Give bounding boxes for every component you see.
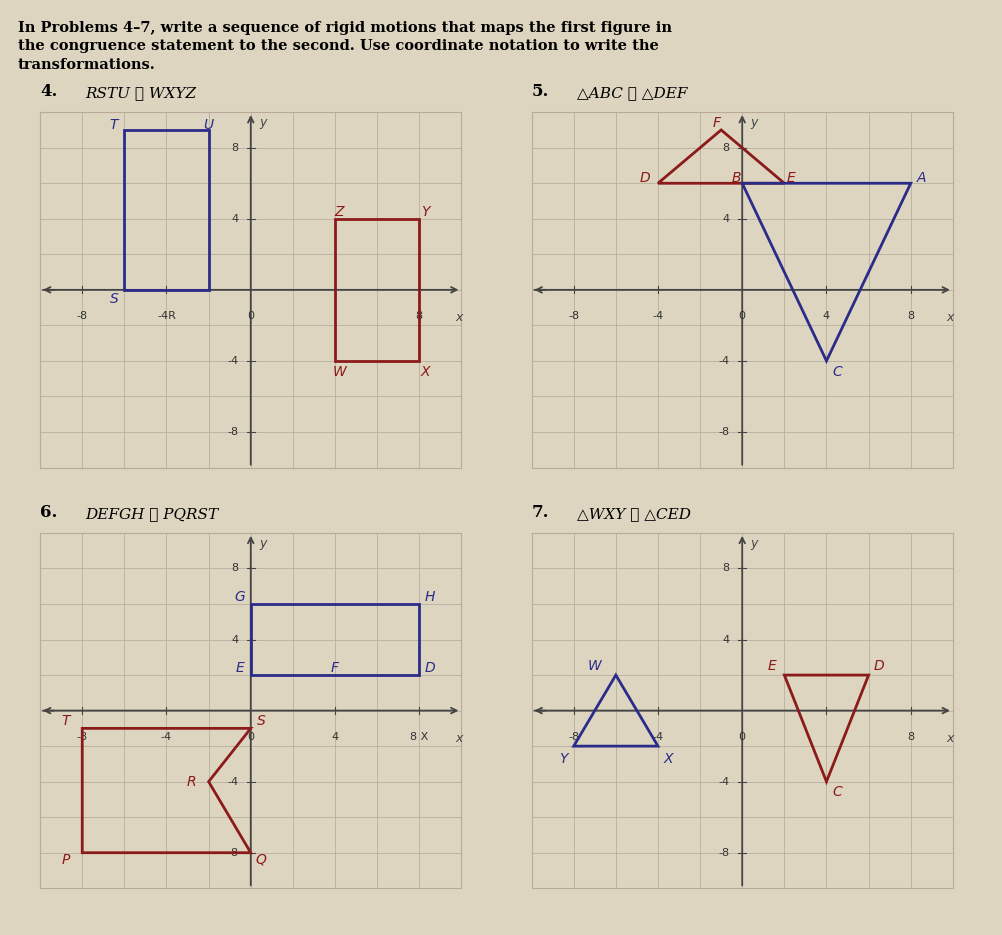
Text: 0: 0	[247, 311, 254, 321]
Text: 6.: 6.	[40, 504, 57, 521]
Text: F: F	[712, 116, 720, 130]
Text: 4: 4	[331, 732, 339, 741]
Text: X: X	[421, 365, 430, 379]
Text: R: R	[186, 775, 196, 788]
Text: x: x	[455, 732, 462, 745]
Text: 8: 8	[906, 311, 914, 321]
Text: -4: -4	[226, 777, 237, 786]
Text: -4: -4	[651, 732, 663, 741]
Text: 8: 8	[230, 143, 237, 152]
Text: 4: 4	[822, 311, 830, 321]
Text: the congruence statement to the second. Use coordinate notation to write the: the congruence statement to the second. …	[18, 39, 658, 53]
Text: y: y	[749, 537, 758, 550]
Text: G: G	[234, 590, 245, 604]
Text: D: D	[639, 171, 650, 185]
Text: RSTU ≅ WXYZ: RSTU ≅ WXYZ	[85, 86, 196, 100]
Text: E: E	[235, 661, 244, 675]
Text: D: D	[873, 659, 884, 673]
Text: U: U	[203, 118, 213, 132]
Text: Y: Y	[421, 205, 430, 219]
Text: -8: -8	[567, 732, 579, 741]
Text: -4: -4	[717, 356, 728, 366]
Text: -8: -8	[76, 311, 88, 321]
Text: -4: -4	[717, 777, 728, 786]
Text: W: W	[587, 659, 601, 673]
Text: W: W	[332, 365, 346, 379]
Text: DEFGH ≅ PQRST: DEFGH ≅ PQRST	[85, 507, 218, 521]
Text: transformations.: transformations.	[18, 58, 155, 72]
Text: y: y	[259, 537, 267, 550]
Text: -4: -4	[651, 311, 663, 321]
Text: Y: Y	[558, 752, 567, 766]
Text: T: T	[61, 714, 69, 728]
Text: T: T	[109, 118, 118, 132]
Text: S: S	[109, 292, 118, 306]
Text: 5.: 5.	[531, 83, 548, 100]
Text: 8: 8	[415, 311, 423, 321]
Text: △ABC ≅ △DEF: △ABC ≅ △DEF	[576, 86, 686, 100]
Text: x: x	[946, 732, 953, 745]
Text: -8: -8	[76, 732, 88, 741]
Text: S: S	[257, 714, 266, 728]
Text: Z: Z	[334, 205, 344, 219]
Text: 8: 8	[721, 564, 728, 573]
Text: 0: 0	[247, 732, 254, 741]
Text: P: P	[61, 853, 69, 867]
Text: -4: -4	[226, 356, 237, 366]
Text: 4.: 4.	[40, 83, 57, 100]
Text: -8: -8	[567, 311, 579, 321]
Text: 4: 4	[721, 635, 728, 644]
Text: 0: 0	[738, 311, 744, 321]
Text: x: x	[946, 311, 953, 324]
Text: D: D	[424, 661, 435, 675]
Text: x: x	[455, 311, 462, 324]
Text: △WXY ≅ △CED: △WXY ≅ △CED	[576, 507, 690, 521]
Text: 8 X: 8 X	[410, 732, 428, 741]
Text: -8: -8	[226, 427, 237, 437]
Text: 8: 8	[906, 732, 914, 741]
Text: C: C	[832, 785, 841, 799]
Text: 8: 8	[721, 143, 728, 152]
Text: 8: 8	[230, 564, 237, 573]
Text: -8: -8	[226, 848, 237, 857]
Text: X: X	[663, 752, 672, 766]
Text: y: y	[749, 116, 758, 129]
Text: -4R: -4R	[157, 311, 175, 321]
Text: H: H	[424, 590, 435, 604]
Text: 4: 4	[230, 214, 237, 223]
Text: 4: 4	[721, 214, 728, 223]
Text: B: B	[730, 171, 739, 185]
Text: y: y	[259, 116, 267, 129]
Text: A: A	[916, 171, 925, 185]
Text: 4: 4	[230, 635, 237, 644]
Text: In Problems 4–7, write a sequence of rigid motions that maps the first figure in: In Problems 4–7, write a sequence of rig…	[18, 21, 671, 35]
Text: 7.: 7.	[531, 504, 548, 521]
Text: E: E	[767, 659, 776, 673]
Text: -8: -8	[717, 427, 728, 437]
Text: C: C	[832, 365, 841, 379]
Text: -4: -4	[160, 732, 172, 741]
Text: Q: Q	[256, 853, 267, 867]
Text: E: E	[786, 171, 795, 185]
Text: F: F	[331, 661, 339, 675]
Text: -8: -8	[717, 848, 728, 857]
Text: 0: 0	[738, 732, 744, 741]
